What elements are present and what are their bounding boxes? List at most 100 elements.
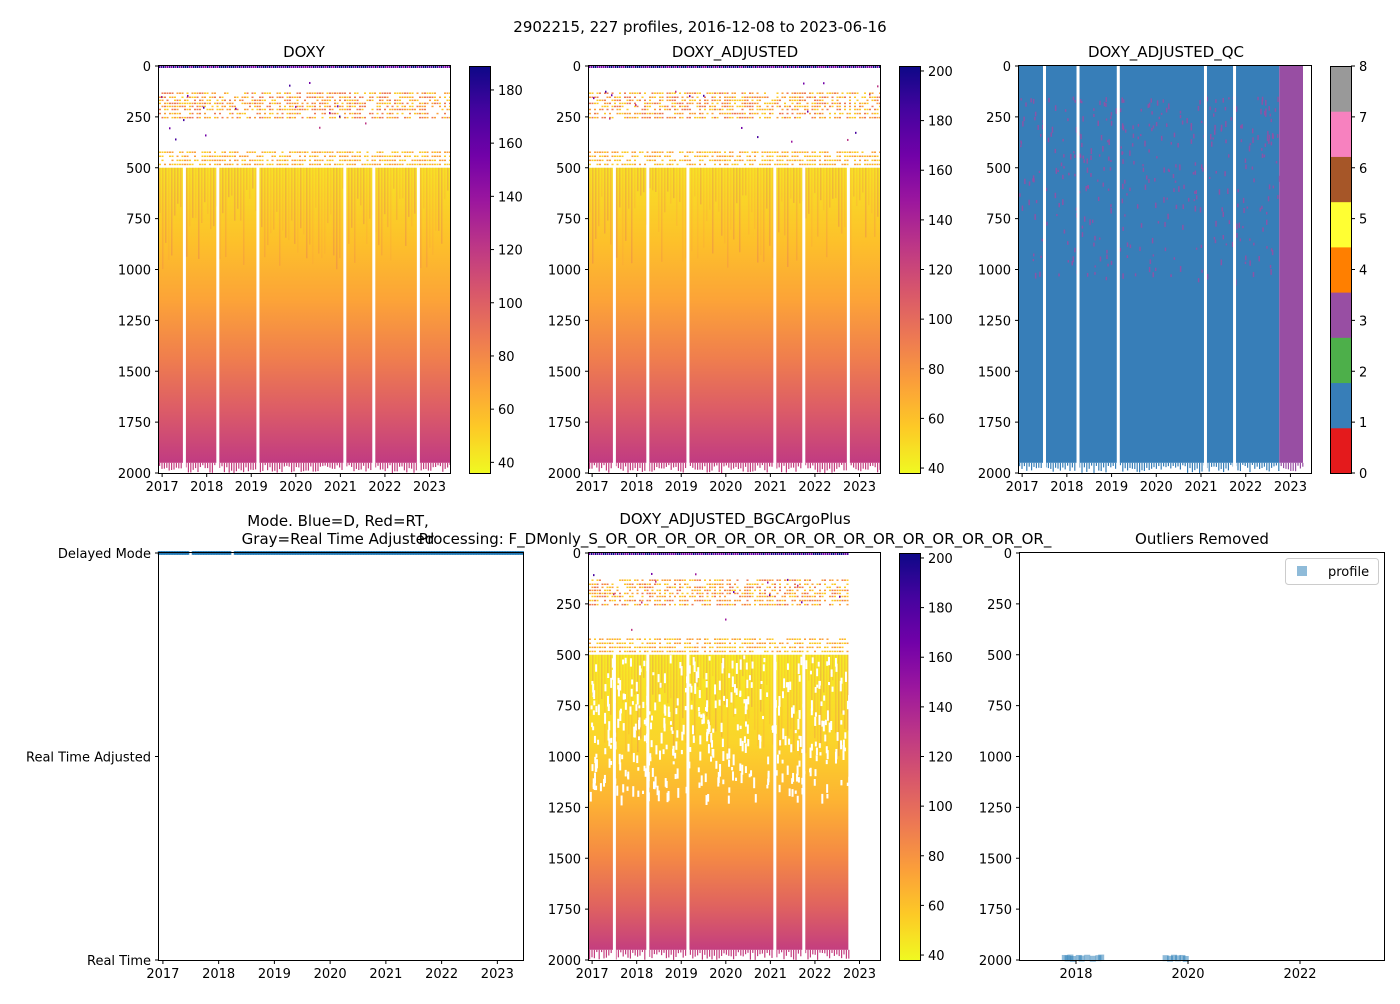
qc-scatter [1073,151,1075,153]
surface-cell [669,553,671,555]
qc-fringe [1019,463,1020,466]
band-cell [389,156,391,158]
band-cell [864,117,866,119]
band-cell [647,103,649,105]
heat-strip [246,168,248,190]
band-cell [349,100,351,102]
x-tick-label: 2017 [1006,480,1039,495]
band-cell [364,164,366,166]
band-cell [752,160,754,162]
heat-fringe [848,950,849,959]
band-cell [747,579,749,581]
band-cell [242,100,244,102]
band-cell [702,604,704,606]
surface-cell [163,66,165,68]
missing-cell [843,751,845,760]
band-cell [834,113,836,115]
heat-fringe [651,463,652,472]
qc-fringe [1228,463,1229,471]
band-cell [722,156,724,158]
missing-cell [782,691,784,698]
band-cell [712,596,714,598]
heat-fringe [241,463,242,470]
qc-scatter [1083,159,1085,162]
qc-scatter [1212,137,1214,139]
colorbar-tick-label: 180 [498,84,523,99]
y-tick-label: 1000 [118,264,151,279]
scatter-cell [183,119,185,121]
missing-cell [742,741,744,751]
heat-strip [796,655,798,712]
band-cell [692,97,694,99]
band-cell [804,92,806,94]
y-tick-label: 1500 [978,365,1011,380]
band-cell [174,117,176,119]
band-cell [694,587,696,589]
surface-cell [705,66,707,68]
band-cell [842,647,844,649]
surface-cell [663,66,665,68]
band-cell [364,103,366,105]
surface-cell [673,66,675,68]
band-cell [707,92,709,94]
qc-scatter [1080,99,1082,103]
band-cell [697,151,699,153]
band-cell [417,160,419,162]
heat-fringe [293,463,294,472]
band-cell [354,103,356,105]
surface-cell [669,66,671,68]
surface-cell [631,553,633,555]
heat-strip [252,168,254,189]
band-cell [744,103,746,105]
band-cell [797,160,799,162]
band-cell [689,113,691,115]
band-cell [357,113,359,115]
surface-cell [653,553,655,555]
surface-cell [625,553,627,555]
band-cell [674,596,676,598]
band-cell [257,106,259,108]
band-cell [347,117,349,119]
band-cell [199,113,201,115]
band-cell [817,113,819,115]
band-cell [589,156,591,158]
band-cell [337,164,339,166]
colorbar-tick-label: 40 [498,456,515,471]
band-cell [684,106,686,108]
heat-fringe [731,950,732,957]
qc-fringe [1297,463,1298,466]
band-cell [694,590,696,592]
heat-strip [829,168,831,208]
heat-fringe [750,950,751,960]
band-cell [282,97,284,99]
band-cell [184,106,186,108]
band-cell [167,92,169,94]
band-cell [224,100,226,102]
band-cell [874,113,876,115]
band-cell [654,151,656,153]
band-cell [839,106,841,108]
heat-strip [769,655,771,724]
y-tick-label: 750 [986,213,1011,228]
band-cell [324,151,326,153]
qc-fringe [1108,463,1109,466]
qc-scatter [1180,111,1182,114]
band-cell [407,92,409,94]
band-cell [612,92,614,94]
band-cell [387,156,389,158]
scatter-cell [675,91,677,93]
surface-cell [729,553,731,555]
qc-scatter [1133,161,1135,165]
surface-cell [847,66,849,68]
missing-cell [670,721,672,725]
band-cell [739,160,741,162]
band-cell [194,151,196,153]
band-cell [242,103,244,105]
band-cell [387,164,389,166]
band-cell [379,100,381,102]
missing-cell [658,674,660,682]
band-cell [814,638,816,640]
band-cell [334,92,336,94]
band-cell [252,92,254,94]
